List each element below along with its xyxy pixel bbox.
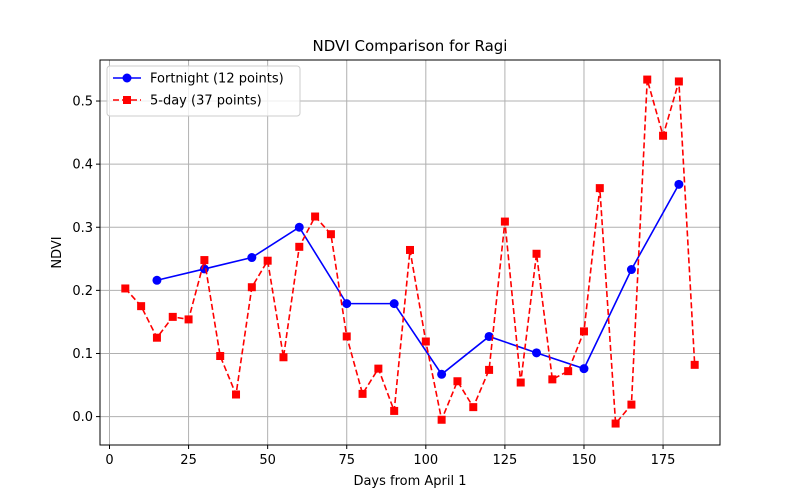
data-point bbox=[232, 390, 241, 399]
data-point bbox=[216, 352, 225, 361]
data-point bbox=[500, 217, 509, 226]
chart-title: NDVI Comparison for Ragi bbox=[313, 37, 508, 55]
data-point bbox=[389, 299, 399, 309]
legend-entry-label: Fortnight (12 points) bbox=[150, 72, 284, 87]
data-point bbox=[247, 253, 257, 263]
data-point bbox=[485, 365, 494, 374]
x-tick-label: 125 bbox=[492, 453, 517, 468]
x-tick-label: 25 bbox=[180, 453, 197, 468]
data-point bbox=[674, 77, 683, 86]
data-point bbox=[295, 242, 304, 251]
data-point bbox=[532, 348, 542, 358]
x-tick-label: 175 bbox=[651, 453, 676, 468]
data-point bbox=[548, 375, 557, 384]
y-tick-label: 0.0 bbox=[72, 410, 93, 425]
series-layer bbox=[121, 75, 699, 428]
data-point bbox=[247, 283, 256, 292]
data-point bbox=[484, 331, 494, 341]
data-point bbox=[469, 403, 478, 412]
y-tick-label: 0.3 bbox=[72, 221, 93, 236]
data-point bbox=[279, 353, 288, 362]
series-line bbox=[156, 183, 680, 376]
x-tick-label: 50 bbox=[259, 453, 276, 468]
legend-items: Fortnight (12 points) 5-day (37 points) bbox=[113, 72, 284, 109]
data-point bbox=[690, 360, 699, 369]
x-axis-label: Days from April 1 bbox=[353, 474, 466, 489]
y-tick-label: 0.2 bbox=[72, 284, 93, 299]
y-tick-label: 0.1 bbox=[72, 347, 93, 362]
data-point bbox=[453, 377, 462, 386]
data-point bbox=[358, 389, 367, 398]
axis-ticks: 0 25 50 75 100 125 150 175 0.0 0.1 0.2 0.3 0.4 0.5 bbox=[72, 95, 675, 468]
data-point bbox=[611, 419, 620, 428]
legend-marker bbox=[122, 73, 132, 83]
data-point bbox=[294, 222, 304, 232]
data-point bbox=[437, 415, 446, 424]
data-point bbox=[564, 367, 573, 376]
data-point bbox=[579, 364, 589, 374]
data-point bbox=[421, 337, 430, 346]
data-point bbox=[168, 312, 177, 321]
data-point bbox=[595, 184, 604, 193]
y-tick-label: 0.4 bbox=[72, 158, 93, 173]
legend-entry-label: 5-day (37 points) bbox=[150, 94, 262, 109]
x-tick-label: 75 bbox=[338, 453, 355, 468]
data-point bbox=[659, 131, 668, 140]
data-point bbox=[516, 378, 525, 387]
grid-lines bbox=[100, 60, 720, 445]
data-point bbox=[626, 265, 636, 275]
data-point bbox=[643, 75, 652, 84]
data-point bbox=[326, 230, 335, 239]
data-point bbox=[437, 369, 447, 379]
x-tick-label: 0 bbox=[105, 453, 113, 468]
x-tick-label: 100 bbox=[413, 453, 438, 468]
data-point bbox=[342, 332, 351, 341]
legend: Fortnight (12 points) 5-day (37 points) bbox=[106, 65, 301, 117]
data-point bbox=[311, 212, 320, 221]
series-0 bbox=[152, 179, 684, 379]
data-point bbox=[184, 315, 193, 324]
data-point bbox=[263, 256, 272, 265]
data-point bbox=[627, 400, 636, 409]
legend-marker bbox=[123, 96, 131, 104]
data-point bbox=[406, 245, 414, 254]
y-axis-label: NDVI bbox=[50, 236, 65, 268]
data-point bbox=[532, 249, 541, 258]
plot-area-frame bbox=[99, 59, 721, 446]
data-point bbox=[674, 179, 684, 189]
data-point bbox=[342, 299, 352, 309]
series-1 bbox=[121, 75, 699, 428]
data-point bbox=[374, 364, 383, 373]
data-point bbox=[200, 256, 209, 265]
data-point bbox=[121, 284, 130, 293]
legend-box bbox=[106, 65, 301, 117]
data-point bbox=[152, 275, 162, 285]
data-point bbox=[137, 302, 146, 311]
data-point bbox=[390, 406, 399, 415]
data-point bbox=[152, 333, 161, 342]
x-tick-label: 150 bbox=[572, 453, 597, 468]
y-tick-label: 0.5 bbox=[72, 95, 93, 110]
data-point bbox=[579, 327, 588, 336]
